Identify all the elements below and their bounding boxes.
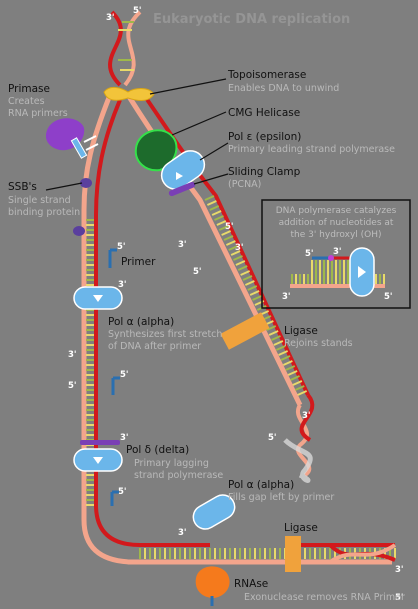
end-3-leading-exit: 3' <box>302 411 311 421</box>
topoisomerase-leader <box>149 78 227 95</box>
end-5-bottom-right: 5' <box>395 593 404 603</box>
end-5-lagging-a: 5' <box>68 381 77 391</box>
ssb-desc-1: Single strand <box>8 195 71 206</box>
rna-primer-2 <box>111 376 120 395</box>
pol-alpha-2-icon <box>192 494 236 530</box>
lagging-template-strand <box>81 94 392 565</box>
lagging-base-pairs <box>86 219 396 559</box>
rnase-desc: Exonuclease removes RNA Primer <box>244 592 405 603</box>
lagging-new-strand <box>94 99 395 547</box>
pol-alpha-1-icon <box>73 286 123 310</box>
ligase-1-icon <box>220 312 270 350</box>
pol-epsilon-label: Pol ε (epsilon) <box>228 131 301 143</box>
pol-alpha-2-desc: Fills gap left by primer <box>228 492 334 503</box>
pol-epsilon-desc: Primary leading strand polymerase <box>228 144 395 155</box>
leading-exit-helix <box>283 393 315 483</box>
inset-line-3: the 3' hydroxyl (OH) <box>290 230 381 240</box>
pol-epsilon-icon <box>160 150 206 190</box>
ssb-leader <box>45 182 83 191</box>
pol-delta-icon <box>73 440 123 472</box>
rnase-label: RNAse <box>234 578 268 590</box>
pol-alpha-1-desc-1: Synthesizes first stretch <box>108 329 222 340</box>
primase-icon <box>45 118 99 159</box>
inset-end-3-bottom: 3' <box>282 292 291 302</box>
pol-epsilon-leader <box>199 142 229 161</box>
inset-line-2: addition of nucleotides at <box>279 218 394 228</box>
end-3-lagging-a: 3' <box>68 350 77 360</box>
end-3-polalpha2: 3' <box>178 528 187 538</box>
cmg-helicase-icon <box>134 129 178 172</box>
rna-primer-3 <box>110 490 119 506</box>
primase-label: Primase <box>8 83 50 95</box>
parent-helix <box>108 10 142 87</box>
inset-box: DNA polymerase catalyzes addition of nuc… <box>261 199 411 309</box>
ligase-2-label: Ligase <box>284 522 318 534</box>
pol-delta-desc-2: strand polymerase <box>134 470 223 481</box>
primer-label: Primer <box>121 256 156 268</box>
end-5-lagging-b: 5' <box>118 487 127 497</box>
rna-primer-1 <box>108 248 117 268</box>
ligase-2-icon <box>285 536 301 572</box>
inset-end-5-bottom: 5' <box>384 292 393 302</box>
pol-alpha-1-desc-2: of DNA after primer <box>108 341 201 352</box>
cmg-leader <box>171 111 227 136</box>
pol-alpha-2-label: Pol α (alpha) <box>228 479 294 491</box>
cmg-helicase-label: CMG Helicase <box>228 107 300 119</box>
topoisomerase-label: Topoisomerase <box>227 69 306 81</box>
end-3-bottom-right: 3' <box>395 565 404 575</box>
end-3-leading-b: 3' <box>235 243 244 253</box>
end-5-primer: 5' <box>117 242 126 252</box>
topoisomerase-icon <box>103 86 155 101</box>
end-3-polalpha: 3' <box>118 280 127 290</box>
end-3-poldelta: 3' <box>120 433 129 443</box>
ssb-desc-2: binding protein <box>8 207 80 218</box>
end-3-top: 3' <box>106 13 115 23</box>
ligase-1-desc: Rejoins stands <box>284 338 353 349</box>
primase-desc-1: Creates <box>8 96 45 107</box>
end-5-leading-a: 5' <box>193 267 202 277</box>
topoisomerase-desc: Enables DNA to unwind <box>228 83 339 94</box>
ssb-label: SSB's <box>8 181 37 193</box>
end-5-okazaki: 5' <box>120 370 129 380</box>
ligase-1-label: Ligase <box>284 325 318 337</box>
sliding-clamp-label: Sliding Clamp <box>228 166 301 178</box>
inset-end-5-top: 5' <box>305 249 314 259</box>
primase-desc-2: RNA primers <box>8 108 68 119</box>
end-5-leading-exit: 5' <box>268 433 277 443</box>
bottom-exit-helix <box>328 543 397 564</box>
rnase-icon <box>195 566 230 606</box>
end-5-leading-b: 5' <box>225 222 234 232</box>
sliding-clamp-desc: (PCNA) <box>228 179 261 190</box>
pol-delta-label: Pol δ (delta) <box>126 444 189 456</box>
ssb-icon <box>73 178 92 236</box>
end-3-leading-a: 3' <box>178 240 187 250</box>
diagram-title: Eukaryotic DNA replication <box>153 12 350 27</box>
pol-delta-desc-1: Primary lagging <box>134 458 209 469</box>
end-5-top: 5' <box>133 6 142 16</box>
clamp-leader <box>193 173 229 185</box>
sliding-clamp-icon <box>168 181 196 197</box>
inset-end-3-top: 3' <box>333 247 342 257</box>
pol-alpha-1-label: Pol α (alpha) <box>108 316 174 328</box>
inset-line-1: DNA polymerase catalyzes <box>276 206 397 216</box>
